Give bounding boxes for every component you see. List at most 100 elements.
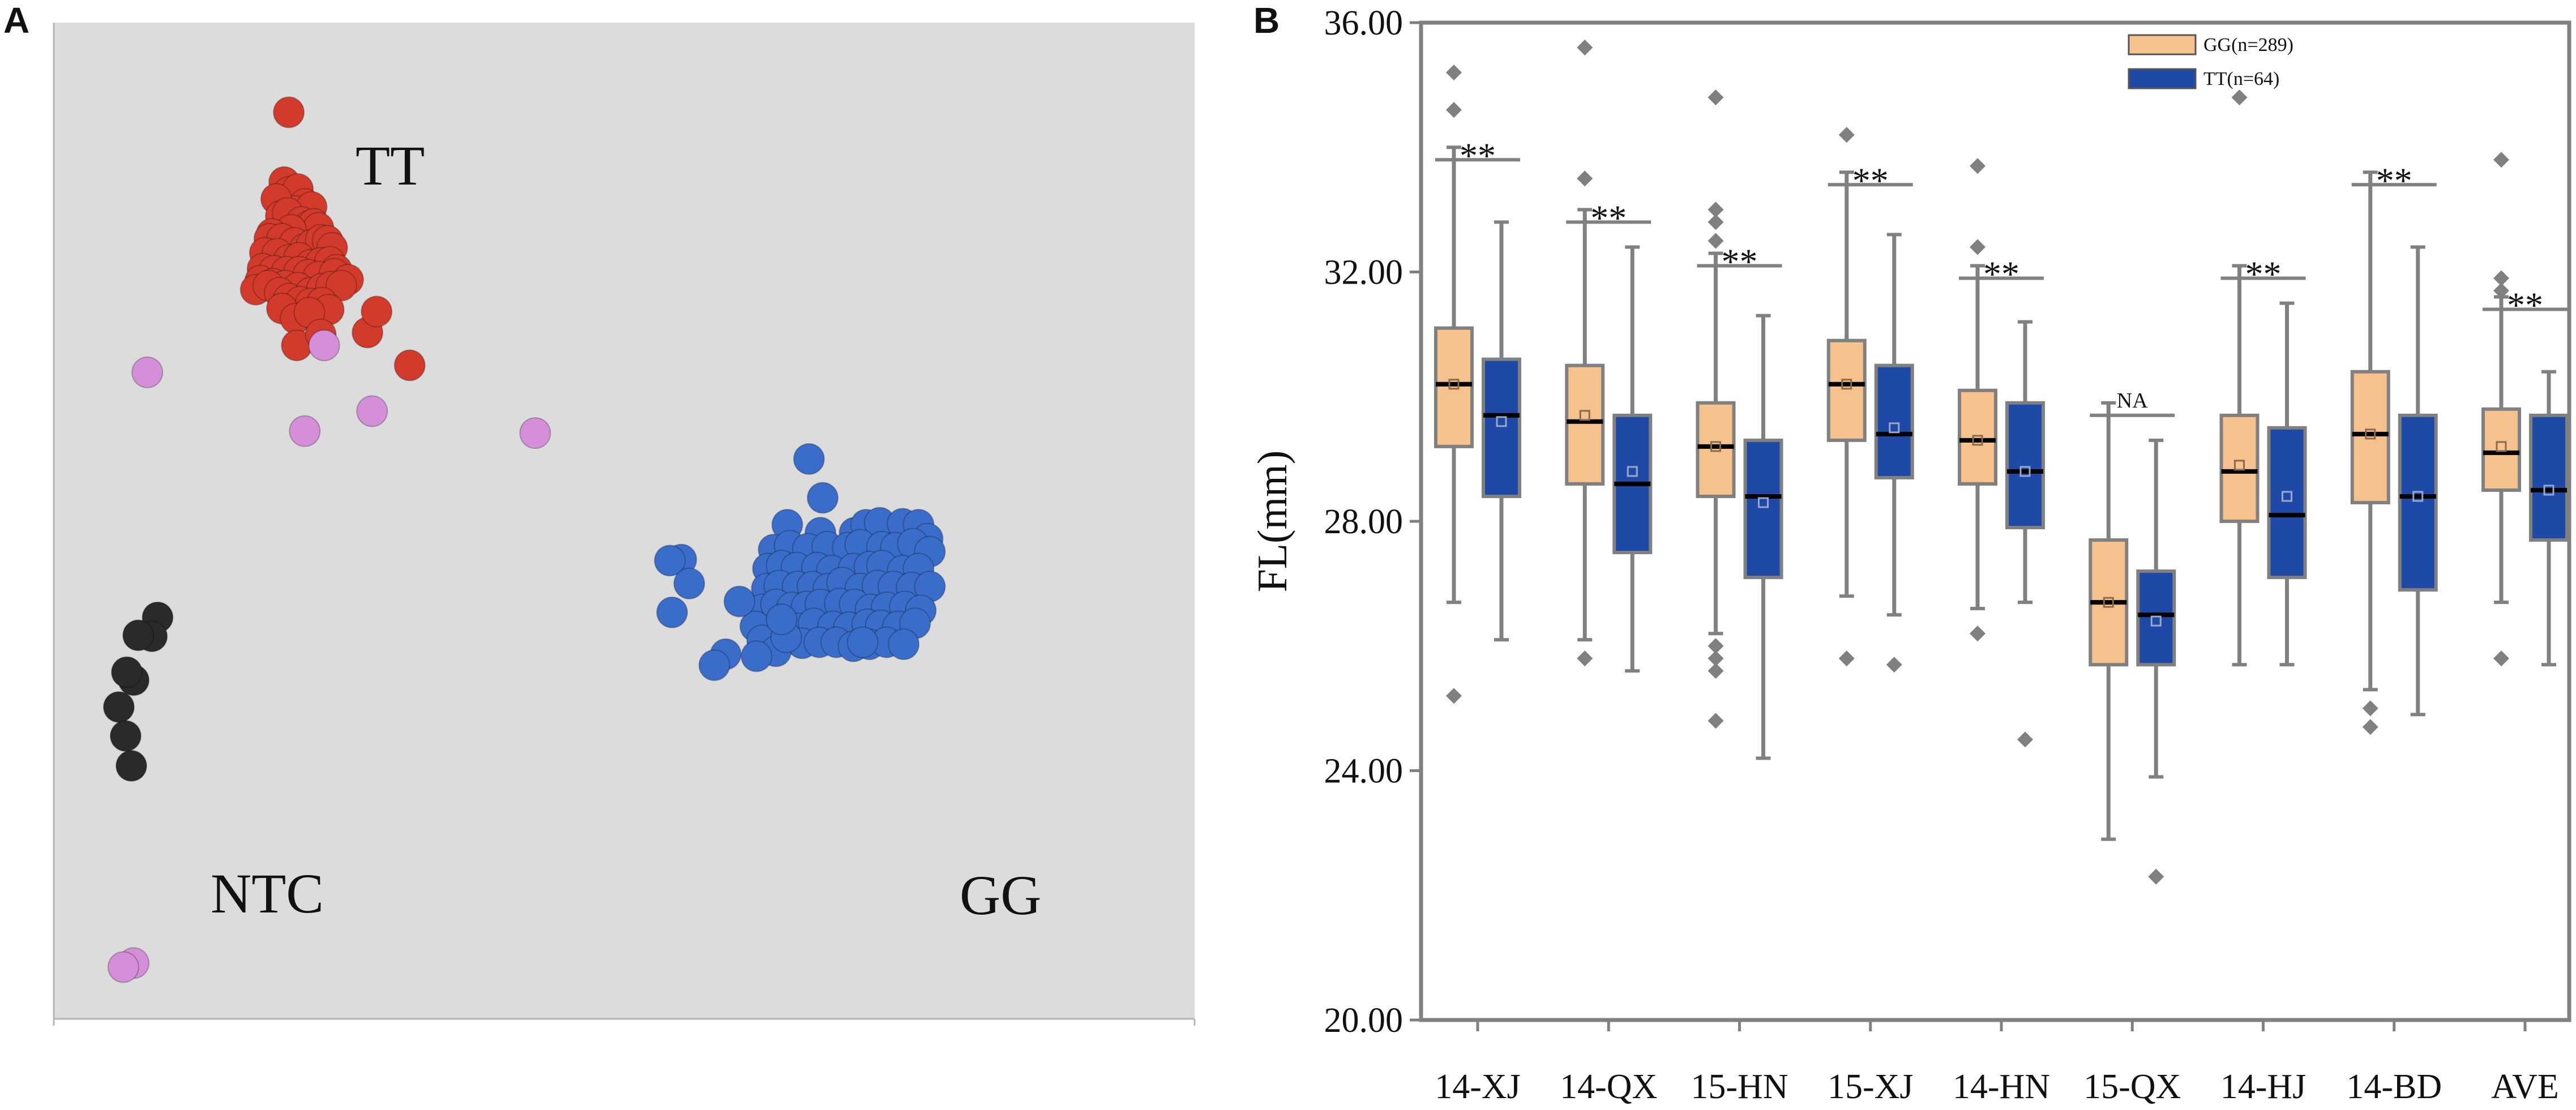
scatter-point-tt (361, 295, 393, 328)
box-outlier (1577, 170, 1593, 187)
box-outlier (2231, 89, 2248, 106)
x-tick-label: 15-QX (2083, 1068, 2181, 1106)
scatter-point-ntc (122, 619, 155, 652)
box-gg-15-hn (1696, 89, 1736, 729)
panel-a-scatter: A TT NTC GG (3, 0, 1196, 1026)
box-outlier (2493, 650, 2509, 667)
significance-14-hj: ** (2220, 254, 2306, 294)
box-iqr (1826, 338, 1867, 442)
significance-14-qx: ** (1566, 198, 1651, 238)
box-iqr (1958, 388, 1997, 486)
box-outlier (2362, 700, 2378, 717)
scatter-point-tt (273, 96, 305, 128)
boxplot-boxes (1434, 40, 2569, 885)
box-outlier (1446, 102, 1462, 118)
scatter-point-undetermined (308, 329, 340, 362)
x-tick-label: 15-HN (1691, 1068, 1788, 1106)
significance-label: NA (2117, 389, 2148, 413)
significance-label: ** (2245, 254, 2282, 294)
box-outlier (1446, 688, 1462, 704)
box-outlier (1708, 233, 1724, 249)
significance-14-xj: ** (1435, 135, 1520, 175)
box-iqr (1874, 363, 1914, 479)
cluster-label-gg: GG (960, 864, 1041, 927)
box-outlier (1708, 650, 1724, 667)
significance-label: ** (1460, 135, 1496, 175)
box-mean (1758, 497, 1769, 508)
boxplot-y-axis: 20.00 24.00 28.00 32.00 36.00 (1324, 4, 1421, 1040)
scatter-point-undetermined (131, 356, 164, 388)
x-tick-label: 14-HN (1953, 1068, 2050, 1106)
x-tick-label: 14-BD (2346, 1068, 2442, 1106)
scatter-point-undetermined (107, 951, 139, 983)
scatter-point-undetermined (356, 395, 388, 427)
box-mean (2543, 485, 2554, 496)
box-iqr (1482, 357, 1521, 498)
box-outlier (1886, 657, 1902, 673)
significance-15-hn: ** (1697, 241, 1782, 281)
legend-label-gg: GG(n=289) (2203, 35, 2293, 55)
scatter-point-gg (765, 603, 798, 636)
x-tick-label: 15-XJ (1828, 1068, 1914, 1106)
y-tick-label: 28.00 (1324, 503, 1403, 541)
scatter-series-tt (239, 96, 426, 382)
significance-15-qx: NA (2090, 389, 2175, 417)
box-tt-14-qx (1612, 245, 1653, 673)
box-mean (1627, 466, 1638, 477)
box-iqr (2136, 569, 2176, 667)
significance-14-hn: ** (1959, 254, 2044, 294)
box-mean (2496, 441, 2507, 452)
legend: GG(n=289) TT(n=64) (2128, 34, 2293, 89)
box-iqr (2481, 407, 2521, 492)
y-tick-label: 36.00 (1324, 4, 1403, 42)
panel-a-label: A (3, 0, 29, 41)
box-iqr (2529, 413, 2569, 542)
box-outlier (2493, 282, 2509, 299)
box-outlier (1970, 239, 1986, 255)
box-outlier (1577, 40, 1593, 56)
box-tt-14-hj (2267, 301, 2307, 667)
box-outlier (1708, 663, 1724, 679)
box-gg-14-hn (1958, 158, 1997, 642)
scatter-point-gg (846, 626, 879, 658)
box-tt-14-bd (2398, 245, 2438, 717)
box-mean (2365, 428, 2376, 440)
scatter-series-ntc (102, 601, 174, 782)
box-gg-14-qx (1565, 40, 1605, 667)
scatter-points (102, 96, 946, 983)
box-outlier (1838, 650, 1855, 667)
scatter-plot-area (54, 23, 1195, 1019)
scatter-point-undetermined (289, 415, 321, 447)
scatter-point-gg (793, 443, 825, 475)
scatter-point-gg (724, 585, 755, 618)
box-outlier (1708, 214, 1724, 230)
box-iqr (1434, 326, 1474, 448)
box-gg-14-hj (2219, 89, 2260, 667)
x-tick-label: 14-HJ (2220, 1068, 2307, 1106)
y-tick-label: 32.00 (1324, 254, 1403, 292)
scatter-point-ntc (102, 691, 135, 723)
box-tt-15-hn (1743, 314, 1783, 760)
legend-swatch-gg (2128, 34, 2197, 55)
box-gg-15-xj (1826, 127, 1867, 667)
box-iqr (1743, 438, 1783, 580)
box-mean (1448, 379, 1460, 390)
scatter-point-ntc (111, 656, 143, 688)
scatter-point-gg (888, 628, 920, 661)
box-outlier (1838, 127, 1855, 143)
panel-b-label: B (1253, 0, 1280, 41)
significance-15-xj: ** (1828, 160, 1913, 200)
box-outlier (2493, 152, 2509, 168)
box-tt-15-qx (2136, 438, 2176, 885)
box-mean (1841, 379, 1852, 390)
box-gg-ave (2481, 152, 2521, 667)
box-mean (1889, 422, 1900, 434)
box-iqr (2005, 401, 2045, 530)
scatter-point-tt (393, 349, 426, 382)
box-outlier (1970, 158, 1986, 174)
box-outlier (2148, 868, 2164, 885)
box-iqr (2219, 413, 2260, 523)
box-mean (2150, 615, 2162, 627)
box-tt-15-xj (1874, 233, 1914, 673)
